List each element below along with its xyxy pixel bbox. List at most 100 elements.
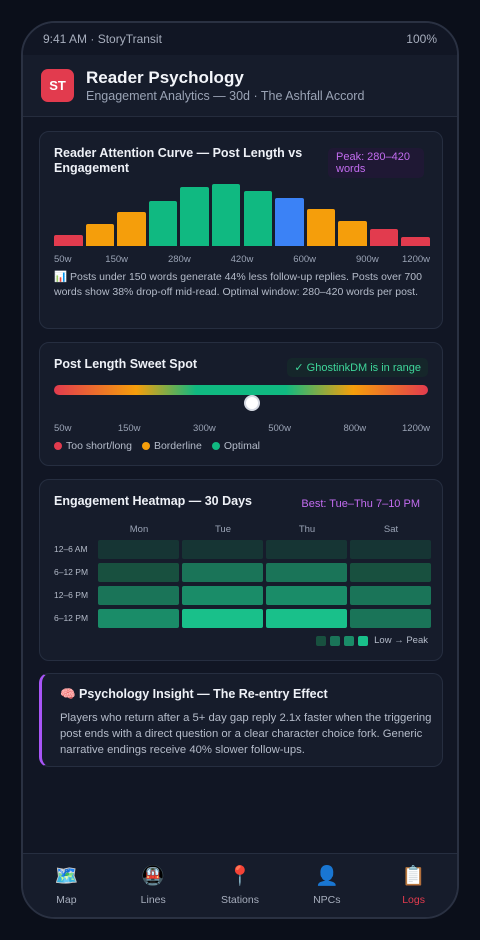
bottom-nav: 🗺️ Map 🚇 Lines 📍 Stations 👤 NPCs 📋 Logs	[23, 853, 457, 917]
attention-bar	[180, 187, 209, 246]
heatmap-cell[interactable]	[350, 609, 431, 628]
sweet-spot-gradient	[54, 385, 428, 395]
heatmap-cell[interactable]	[98, 609, 179, 628]
nav-item-npcs[interactable]: 👤 NPCs	[283, 854, 370, 917]
in-range-badge: ✓ GhostinkDM is in range	[287, 358, 428, 377]
heatmap-cell[interactable]	[350, 563, 431, 582]
attention-bar	[85, 224, 115, 246]
logs-icon: 📋	[401, 866, 426, 887]
heatmap-cell[interactable]	[182, 586, 263, 605]
attention-bar	[54, 234, 83, 246]
heatmap-cell[interactable]	[98, 586, 179, 605]
nav-item-logs[interactable]: 📋 Logs	[370, 854, 457, 917]
app-logo: ST	[41, 69, 74, 102]
sweet-spot-tick-label: 50w	[54, 423, 72, 434]
legend-dot	[141, 442, 150, 450]
heatmap-legend-swatch	[316, 635, 327, 646]
app-header: ST Reader Psychology Engagement Analytic…	[23, 55, 457, 117]
nav-item-map[interactable]: 🗺️ Map	[23, 854, 110, 917]
insight-title: 🧠 Psychology Insight — The Re-entry Effe…	[60, 687, 328, 701]
heatmap-card: Engagement Heatmap — 30 Days Best: Tue–T…	[39, 479, 443, 661]
battery-level: 100%	[406, 32, 437, 46]
attention-bar	[117, 211, 146, 246]
attention-note: 📊 Posts under 150 words generate 44% les…	[54, 271, 422, 298]
heatmap-cell[interactable]	[266, 540, 347, 559]
heatmap-cell[interactable]	[98, 563, 179, 582]
heatmap-legend-swatch	[330, 635, 341, 646]
heatmap-cell[interactable]	[182, 609, 263, 628]
attention-bar	[243, 190, 273, 246]
page-subtitle: Engagement Analytics — 30d · The Ashfall…	[86, 89, 365, 103]
sweet-spot-title: Post Length Sweet Spot	[54, 357, 198, 371]
attention-bar	[401, 237, 430, 246]
sweet-spot-tick-label: 800w	[343, 423, 367, 434]
nav-label-map: Map	[56, 894, 77, 906]
heatmap-row-label: 12–6 AM	[54, 544, 88, 554]
heatmap-row-label: 6–12 PM	[54, 613, 89, 623]
heatmap-cell[interactable]	[350, 586, 431, 605]
heatmap-row-label: 12–6 PM	[54, 590, 89, 600]
status-time-app: 9:41 AM · StoryTransit	[43, 32, 162, 46]
attention-bar	[148, 200, 178, 246]
legend-item: Too short/long	[54, 440, 132, 452]
heatmap-cell[interactable]	[266, 609, 347, 628]
npcs-icon: 👤	[314, 866, 339, 887]
heatmap-legend-swatch	[344, 635, 355, 646]
heatmap-cell[interactable]	[182, 540, 263, 559]
sweet-spot-tick-label: 300w	[193, 423, 216, 434]
heatmap-cell[interactable]	[266, 586, 347, 605]
heatmap-legend-label: Low → Peak	[374, 635, 428, 646]
heatmap-cell[interactable]	[182, 563, 263, 582]
status-bar: 9:41 AM · StoryTransit 100%	[23, 23, 457, 55]
heatmap-legend: Low → Peak	[316, 635, 428, 646]
heatmap-row-label: 6–12 PM	[54, 567, 89, 577]
heatmap-column-label: Mon	[129, 524, 149, 535]
stations-icon: 📍	[228, 866, 252, 887]
attention-bar	[369, 228, 399, 246]
heatmap-cell[interactable]	[98, 540, 179, 559]
map-icon: 🗺️	[54, 866, 79, 887]
attention-bar	[306, 208, 336, 246]
heatmap-cell[interactable]	[350, 540, 431, 559]
nav-item-stations[interactable]: 📍 Stations	[197, 854, 284, 917]
lines-icon: 🚇	[141, 866, 166, 887]
heatmap-cell[interactable]	[266, 563, 347, 582]
sweet-spot-tick-label: 150w	[117, 423, 141, 434]
nav-label-logs: Logs	[402, 894, 425, 906]
attention-curve-card: Reader Attention Curve — Post Length vs …	[39, 131, 443, 329]
attention-tick-label: 420w	[230, 254, 254, 265]
attention-curve-title: Reader Attention Curve — Post Length vs …	[54, 146, 303, 175]
attention-tick-label: 600w	[293, 254, 317, 265]
legend-dot	[54, 442, 62, 450]
legend-item: Optimal	[211, 440, 261, 452]
legend-label: Too short/long	[66, 440, 132, 452]
insight-text: Players who return after a 5+ day gap re…	[60, 712, 432, 756]
heatmap-column-label: Tue	[214, 524, 232, 535]
legend-label: Borderline	[153, 440, 202, 452]
heatmap-column-label: Thu	[298, 524, 316, 535]
page-title: Reader Psychology	[86, 68, 244, 87]
legend-dot	[211, 442, 220, 450]
sweet-spot-tick-label: 1200w	[402, 423, 430, 434]
attention-bar	[338, 220, 367, 246]
legend-label: Optimal	[223, 440, 261, 452]
attention-bar-chart	[54, 184, 430, 246]
attention-tick-label: 280w	[167, 254, 191, 265]
nav-item-lines[interactable]: 🚇 Lines	[110, 854, 197, 917]
nav-label-npcs: NPCs	[313, 894, 341, 906]
attention-tick-label: 900w	[355, 254, 379, 265]
heatmap-title: Engagement Heatmap — 30 Days	[54, 494, 252, 508]
attention-bar	[211, 184, 241, 246]
attention-tick-label: 1200w	[402, 254, 430, 265]
heatmap-legend-swatch	[358, 635, 369, 646]
legend-item: Borderline	[141, 440, 202, 452]
sweet-spot-tick-label: 500w	[268, 423, 291, 434]
psychology-insight-card: 🧠 Psychology Insight — The Re-entry Effe…	[39, 673, 443, 767]
phone-frame: 9:41 AM · StoryTransit 100% ST Reader Ps…	[21, 21, 459, 919]
nav-label-stations: Stations	[221, 894, 259, 906]
nav-label-lines: Lines	[140, 894, 166, 906]
sweet-spot-marker[interactable]	[244, 395, 261, 411]
attention-tick-label: 150w	[105, 254, 129, 265]
sweet-spot-card: Post Length Sweet Spot ✓ GhostinkDM is i…	[39, 342, 443, 466]
heatmap-column-label: Sat	[383, 524, 399, 535]
